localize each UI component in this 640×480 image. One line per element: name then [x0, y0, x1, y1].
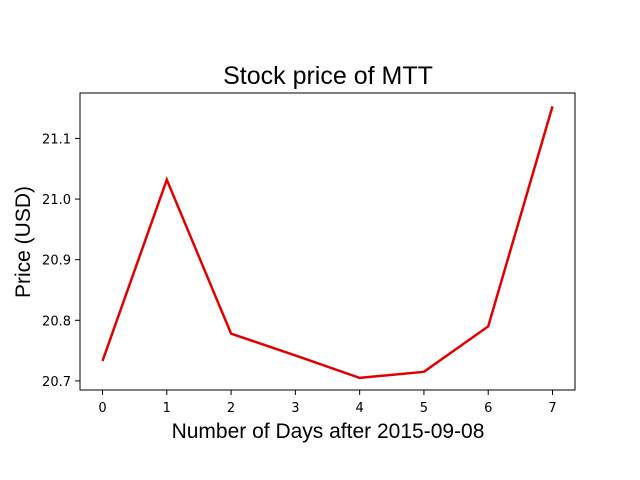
chart-title: Stock price of MTT: [223, 62, 433, 90]
x-tick-label: 1: [163, 401, 171, 416]
x-tick-label: 6: [484, 401, 492, 416]
y-tick-label: 21.1: [42, 132, 71, 147]
y-tick-label: 21.0: [42, 193, 71, 208]
x-tick-label: 2: [227, 401, 235, 416]
series-line: [101, 105, 554, 380]
x-tick-label: 7: [548, 401, 556, 416]
y-axis-label: Price (USD): [12, 186, 35, 298]
y-tick-label: 20.9: [42, 254, 71, 269]
y-tick-label: 20.7: [42, 375, 71, 390]
x-tick-label: 5: [420, 401, 428, 416]
x-axis-label: Number of Days after 2015-09-08: [172, 420, 485, 443]
y-tick-label: 20.8: [42, 314, 71, 329]
series-points: [102, 106, 553, 378]
x-tick-label: 0: [98, 401, 106, 416]
y-axis: 20.7 20.8 20.9 21.0 21.1: [42, 132, 80, 390]
x-tick-label: 3: [291, 401, 299, 416]
x-axis: 0 1 2 3 4 5 6 7: [98, 390, 557, 416]
x-tick-label: 4: [356, 401, 364, 416]
plot-area: [79, 92, 576, 391]
